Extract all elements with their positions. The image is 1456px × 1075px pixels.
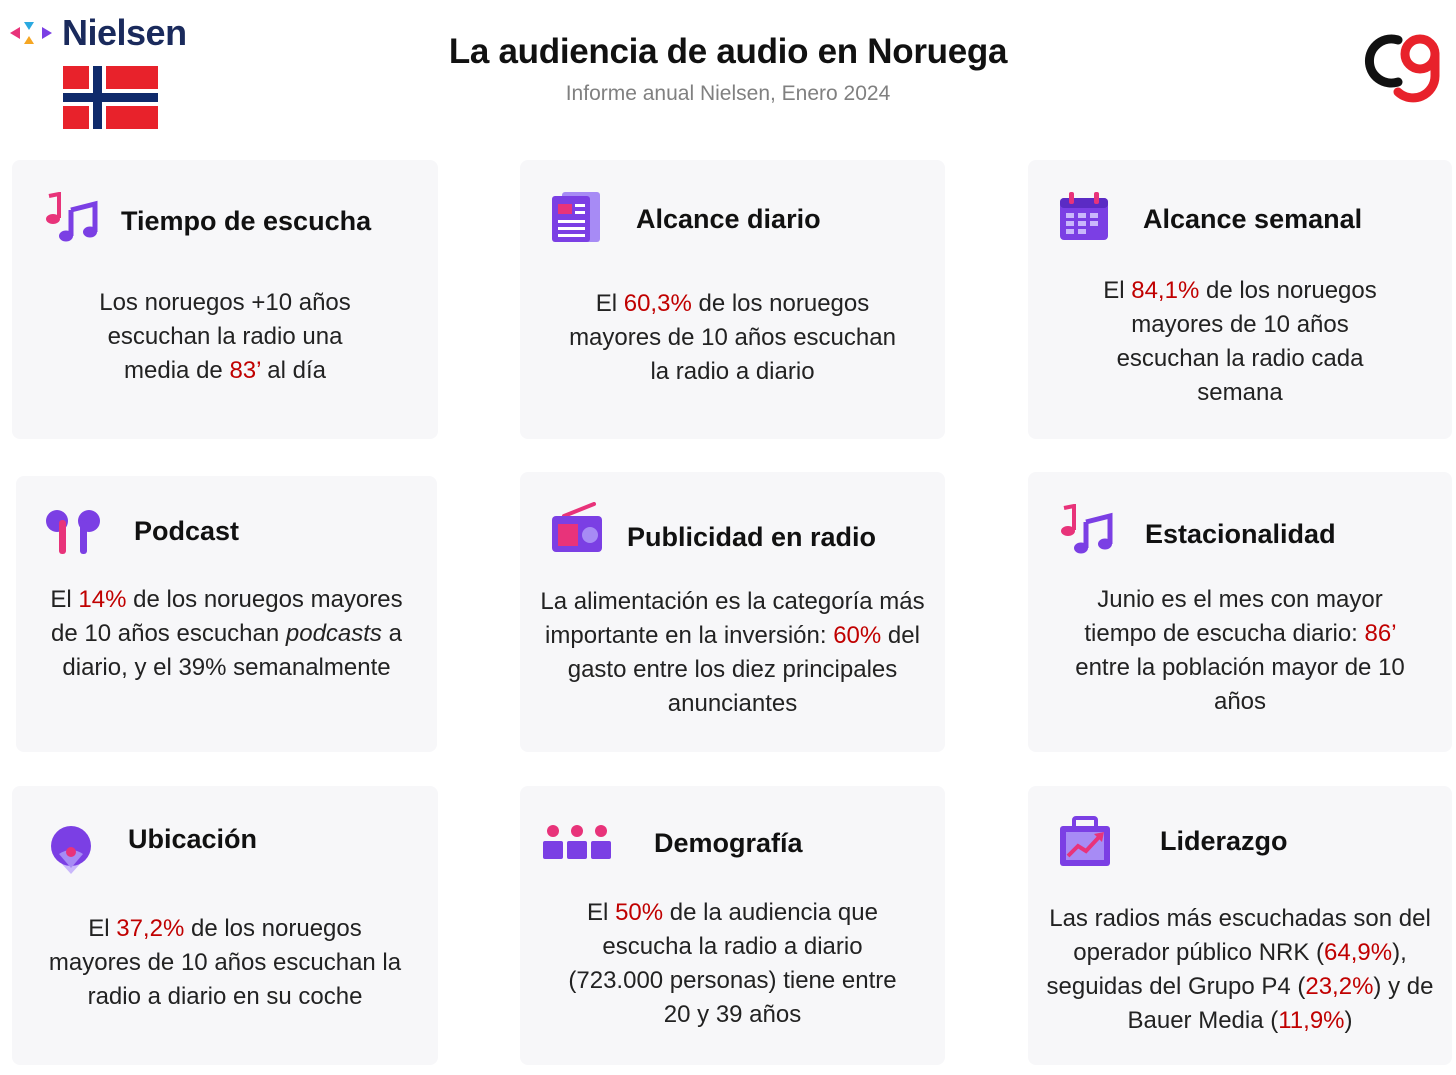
highlight-value: 50% [615,899,664,926]
people-group-icon [543,825,611,859]
body-text: de los noruegos mayores de 10 años escuc… [569,290,896,385]
highlight-value: 83’ [229,357,261,384]
card-title: Tiempo de escucha [121,206,372,236]
body-text: de los noruegos mayores de 10 años escuc… [51,586,403,647]
highlight-value: 14% [78,586,127,613]
body-text: de los noruegos mayores de 10 años escuc… [1116,277,1377,406]
card-publicidad: Publicidad en radio La alimentación es l… [520,472,945,752]
body-text: a diario, y el 39% semanalmente [62,620,402,681]
body-text: Junio es el mes con mayor tiempo de escu… [1084,586,1383,647]
highlight-value: 64,9% [1324,939,1393,966]
card-body: La alimentación es la categoría más impo… [520,585,945,721]
card-body: El 84,1% de los noruegos mayores de 10 a… [1028,274,1452,410]
body-text: El [587,899,616,926]
body-text: entre la población mayor de 10 años [1075,654,1405,715]
highlight-value: 60% [833,622,882,649]
norway-flag-icon [63,66,158,129]
newspaper-icon [552,192,600,242]
card-title: Podcast [134,516,240,546]
highlight-value: 23,2% [1305,973,1374,1000]
calendar-icon [1060,192,1108,240]
card-title: Ubicación [128,824,258,854]
card-alcance-semanal: Alcance semanal El 84,1% de los noruegos… [1028,160,1452,439]
body-text: ) [1344,1007,1353,1034]
page-title: La audiencia de audio en Noruega [448,32,1008,71]
body-text: de la audiencia que escucha la radio a d… [568,899,897,1028]
page-header: La audiencia de audio en Noruega Informe… [0,32,1456,106]
earbuds-icon [46,510,100,554]
card-title: Alcance semanal [1143,204,1363,234]
highlight-value: 60,3% [623,290,692,317]
card-body: Los noruegos +10 años escuchan la radio … [12,286,438,388]
highlight-value: 86’ [1364,620,1396,647]
card-body: Las radios más escuchadas son del operad… [1028,902,1452,1038]
card-demografia: Demografía El 50% de la audiencia que es… [520,786,945,1065]
music-notes-icon [1061,504,1113,554]
body-text: El [88,915,117,942]
card-title: Demografía [654,828,803,858]
card-body: El 37,2% de los noruegos mayores de 10 a… [12,912,438,1014]
body-text: El [1103,277,1132,304]
brand-name: Nielsen [62,12,187,53]
cg-logo-icon [1364,34,1440,103]
body-text: El [595,290,624,317]
card-title: Liderazgo [1160,826,1288,856]
card-ubicacion: Ubicación El 37,2% de los noruegos mayor… [12,786,438,1065]
card-body: Junio es el mes con mayor tiempo de escu… [1028,583,1452,719]
body-text: El [50,586,79,613]
body-text: Los noruegos +10 años escuchan la radio … [99,289,351,384]
card-body: El 50% de la audiencia que escucha la ra… [520,896,945,1032]
card-podcast: Podcast El 14% de los noruegos mayores d… [16,476,437,752]
location-pin-icon [51,826,91,874]
card-alcance-diario: Alcance diario El 60,3% de los noruegos … [520,160,945,439]
card-title: Publicidad en radio [627,522,877,552]
body-text: de los noruegos mayores de 10 años escuc… [48,915,402,1010]
nielsen-brand: Nielsen [8,12,187,54]
card-title: Estacionalidad [1145,519,1336,549]
music-notes-icon [46,192,98,242]
body-text: La alimentación es la categoría más impo… [540,588,925,649]
italic-text: podcasts [285,620,382,647]
body-text: ) y de Bauer Media ( [1127,973,1434,1034]
card-liderazgo: Liderazgo Las radios más escuchadas son … [1028,786,1452,1065]
body-text: Las radios más escuchadas son del operad… [1049,905,1431,966]
body-text: del gasto entre los diez principales anu… [567,622,920,717]
card-body: El 14% de los noruegos mayores de 10 año… [16,583,437,685]
radio-icon [552,502,602,552]
body-text: ), seguidas del Grupo P4 ( [1046,939,1407,1000]
page-subtitle: Informe anual Nielsen, Enero 2024 [565,82,891,105]
card-estacionalidad: Estacionalidad Junio es el mes con mayor… [1028,472,1452,752]
card-title: Alcance diario [636,204,821,234]
highlight-value: 37,2% [116,915,185,942]
highlight-value: 11,9% [1278,1007,1345,1034]
nielsen-logo-icon [10,22,52,44]
card-body: El 60,3% de los noruegos mayores de 10 a… [520,287,945,389]
body-text: al día [260,357,326,384]
card-tiempo: Tiempo de escucha Los noruegos +10 años … [12,160,438,439]
briefcase-chart-icon [1060,816,1110,866]
highlight-value: 84,1% [1131,277,1200,304]
